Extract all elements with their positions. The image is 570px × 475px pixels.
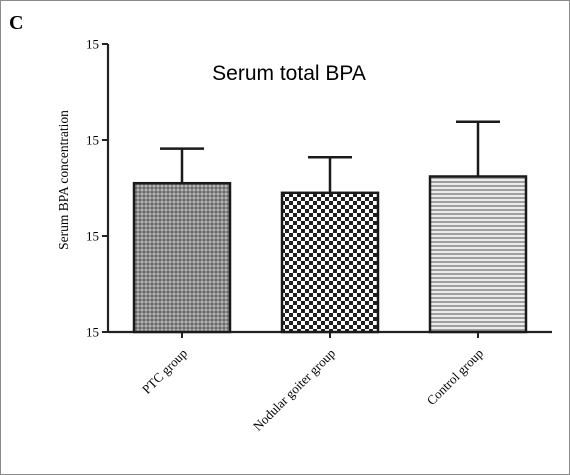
y-tick-label: 15	[86, 37, 99, 52]
panel-label: C	[9, 12, 24, 34]
chart-title: Serum total BPA	[212, 62, 366, 85]
y-tick-label: 15	[86, 229, 99, 244]
x-tick-label: PTC group	[139, 346, 190, 397]
x-tick-label: Control group	[424, 346, 486, 408]
bars	[132, 175, 528, 334]
error-bars	[160, 120, 500, 193]
x-tick-label: Nodular goiter group	[250, 346, 338, 434]
y-tick-label: 15	[86, 325, 99, 340]
bar	[280, 191, 380, 334]
bar	[132, 181, 232, 334]
bar	[428, 175, 528, 334]
y-tick-label: 15	[86, 133, 99, 148]
y-axis-label: Serum BPA concentration	[56, 110, 71, 250]
